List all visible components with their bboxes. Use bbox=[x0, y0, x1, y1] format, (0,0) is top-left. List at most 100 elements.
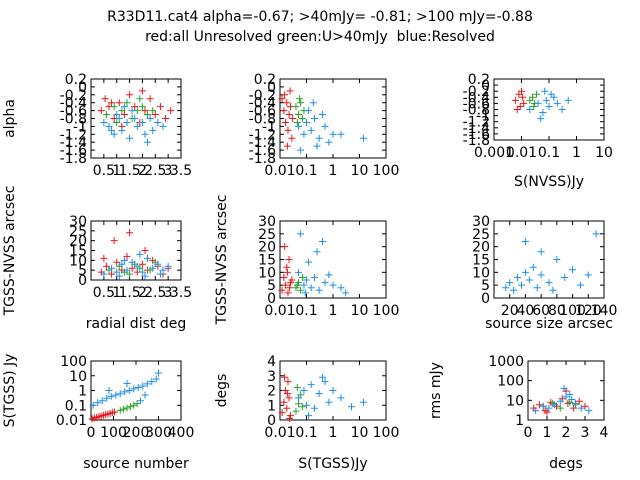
y-tick-label: 1 bbox=[515, 413, 524, 429]
y-tick-label: 2 bbox=[267, 384, 276, 400]
data-point bbox=[534, 284, 541, 291]
series-blue bbox=[526, 88, 571, 122]
data-point bbox=[518, 282, 525, 289]
y-tick-label: 4 bbox=[267, 354, 276, 370]
data-point bbox=[295, 111, 302, 118]
data-point bbox=[300, 131, 307, 138]
data-point bbox=[299, 115, 306, 122]
y-tick-label: 30 bbox=[258, 214, 276, 230]
data-point bbox=[585, 407, 592, 414]
y-tick-label: 1 bbox=[267, 398, 276, 414]
data-point bbox=[287, 87, 294, 94]
data-point bbox=[330, 387, 337, 394]
data-point bbox=[530, 103, 537, 110]
data-point bbox=[103, 111, 110, 118]
data-point bbox=[149, 127, 156, 134]
data-point bbox=[314, 143, 321, 150]
x-tick-label: 3.5 bbox=[170, 285, 192, 301]
x-axis-label: degs bbox=[549, 456, 583, 472]
data-point bbox=[537, 115, 544, 122]
data-point bbox=[310, 99, 317, 106]
data-point bbox=[162, 115, 169, 122]
data-point bbox=[286, 111, 293, 118]
data-point bbox=[360, 135, 367, 142]
series-blue bbox=[502, 230, 599, 293]
y-tick-label: 10 bbox=[506, 393, 524, 409]
y-axis-label: rms mJy bbox=[428, 362, 444, 419]
x-tick-label: 1 bbox=[329, 425, 338, 441]
x-axis-label: source number bbox=[83, 456, 189, 472]
data-point bbox=[126, 91, 133, 98]
data-point bbox=[160, 123, 167, 130]
data-point bbox=[130, 402, 137, 409]
x-tick-label: 1 bbox=[572, 145, 581, 161]
data-point bbox=[337, 394, 344, 401]
data-point bbox=[536, 401, 543, 408]
data-point bbox=[280, 107, 287, 114]
data-point bbox=[102, 95, 109, 102]
data-point bbox=[284, 143, 291, 150]
data-point bbox=[283, 99, 290, 106]
data-point bbox=[100, 255, 107, 262]
plot-frame bbox=[494, 221, 604, 298]
data-point bbox=[585, 271, 592, 278]
data-point bbox=[311, 405, 318, 412]
data-point bbox=[577, 282, 584, 289]
data-point bbox=[308, 381, 315, 388]
data-point bbox=[142, 131, 149, 138]
data-point bbox=[570, 405, 577, 412]
data-point bbox=[136, 95, 143, 102]
data-point bbox=[325, 399, 332, 406]
data-point bbox=[554, 100, 561, 107]
x-tick-label: 1 bbox=[543, 425, 552, 441]
plot-frame bbox=[91, 221, 181, 280]
data-point bbox=[337, 131, 344, 138]
x-tick-label: 3 bbox=[581, 425, 590, 441]
x-tick-label: 2 bbox=[562, 425, 571, 441]
data-point bbox=[330, 131, 337, 138]
plot-frame bbox=[91, 361, 181, 420]
data-point bbox=[126, 387, 133, 394]
data-point bbox=[520, 100, 527, 107]
data-point bbox=[292, 103, 299, 110]
x-axis-label: S(NVSS)Jy bbox=[514, 174, 584, 190]
data-point bbox=[546, 103, 553, 110]
y-axis-label: TGSS-NVSS arcsec bbox=[2, 186, 18, 317]
y-axis-label: S(TGSS) Jy bbox=[2, 354, 18, 428]
data-point bbox=[136, 251, 143, 258]
data-point bbox=[308, 284, 315, 291]
data-point bbox=[526, 277, 533, 284]
data-point bbox=[303, 119, 310, 126]
series-blue bbox=[100, 251, 171, 280]
data-point bbox=[296, 95, 303, 102]
data-point bbox=[316, 390, 323, 397]
data-point bbox=[124, 380, 131, 387]
data-point bbox=[118, 127, 125, 134]
data-point bbox=[284, 127, 291, 134]
data-point bbox=[117, 390, 124, 397]
y-tick-label: 100 bbox=[497, 374, 524, 390]
data-point bbox=[120, 406, 127, 413]
y-tick-label: 30 bbox=[69, 214, 87, 230]
data-point bbox=[316, 287, 323, 294]
data-point bbox=[540, 403, 547, 410]
y-axis-label: alpha bbox=[2, 99, 18, 138]
data-point bbox=[342, 289, 349, 296]
series-blue bbox=[295, 99, 367, 153]
data-point bbox=[322, 123, 329, 130]
data-point bbox=[284, 378, 291, 385]
data-point bbox=[526, 106, 533, 113]
data-point bbox=[314, 248, 321, 255]
data-point bbox=[308, 127, 315, 134]
panel-stgss-vs-number: 0 1002003004000.010.1110100S(TGSS) Jysour… bbox=[2, 354, 194, 472]
series-red bbox=[279, 374, 294, 422]
panel-alpha-vs-snvss-2: 0.0010.01 0.1 1 100.20-0.2-0.4-0.6-0.8-1-1.… bbox=[463, 72, 613, 190]
data-point bbox=[286, 394, 293, 401]
data-point bbox=[322, 279, 329, 286]
y-tick-label: 3 bbox=[267, 369, 276, 385]
data-point bbox=[117, 407, 124, 414]
x-tick-label: 0.1 bbox=[295, 163, 317, 179]
data-point bbox=[100, 119, 107, 126]
data-point bbox=[124, 405, 131, 412]
data-point bbox=[139, 87, 146, 94]
